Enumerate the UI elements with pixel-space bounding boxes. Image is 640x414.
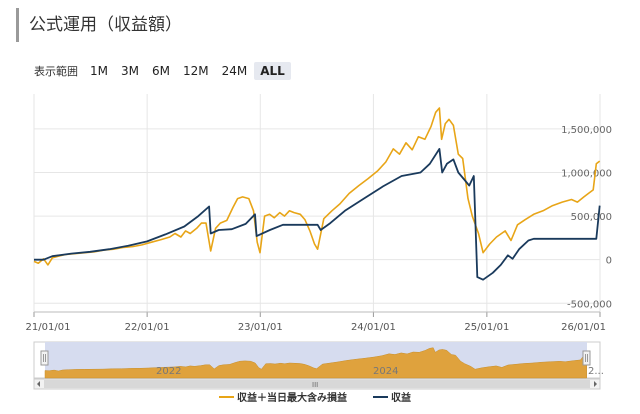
range-selector: 表示範囲 1M 3M 6M 12M 24M ALL [34, 61, 292, 81]
navigator-handle-left[interactable] [40, 350, 49, 366]
scrollbar-grip-icon: III [312, 381, 318, 389]
y-tick-label: 500,000 [571, 212, 612, 223]
scrollbar-thumb[interactable] [44, 380, 590, 388]
x-axis: 21/01/01 22/01/01 23/01/01 24/01/01 25/01/01… [26, 311, 606, 333]
x-tick-label: 25/01/01 [464, 322, 509, 333]
range-button-1m[interactable]: 1M [90, 64, 108, 78]
navigator-handle-right[interactable] [582, 350, 591, 366]
scroll-left-icon[interactable] [37, 381, 40, 387]
legend-item-series2[interactable]: 収益 [373, 391, 411, 404]
series-line-2[interactable] [34, 148, 601, 281]
range-button-3m[interactable]: 3M [121, 64, 139, 78]
x-tick-label: 22/01/01 [125, 322, 170, 333]
x-tick-label: 21/01/01 [26, 322, 71, 333]
y-tick-label: 0 [606, 256, 612, 267]
y-tick-label: 1,500,000 [561, 125, 612, 136]
legend-item-series1[interactable]: 収益＋当日最大含み損益 [219, 391, 347, 404]
range-button-all[interactable]: ALL [254, 62, 291, 80]
navigator-year-label: 2... [588, 366, 604, 377]
page-title: 公式運用（収益額） [29, 15, 182, 35]
legend: 収益＋当日最大含み損益 収益 [219, 391, 411, 404]
series-lines [33, 107, 601, 281]
navigator-area [44, 347, 587, 379]
legend-label: 収益 [391, 391, 411, 404]
navigator-year-label: 2024 [373, 366, 398, 377]
x-tick-label: 26/01/01 [561, 322, 606, 333]
grid-lines [33, 94, 601, 312]
plot-area [34, 94, 600, 312]
y-tick-label: 1,000,000 [561, 168, 612, 179]
range-button-12m[interactable]: 12M [183, 64, 209, 78]
scroll-right-icon[interactable] [594, 381, 597, 387]
range-selector-label: 表示範囲 [34, 65, 78, 78]
x-tick-label: 24/01/01 [351, 322, 396, 333]
range-button-24m[interactable]: 24M [221, 64, 248, 78]
y-axis: 1,500,000 1,000,000 500,000 0 -500,000 [561, 125, 612, 310]
series-line-1[interactable] [33, 107, 601, 266]
x-tick-label: 23/01/01 [238, 322, 283, 333]
legend-label: 収益＋当日最大含み損益 [237, 391, 347, 404]
title-section: 公式運用（収益額） [16, 8, 616, 42]
y-tick-label: -500,000 [567, 299, 612, 310]
navigator-year-label: 2022 [156, 366, 181, 377]
range-button-6m[interactable]: 6M [152, 64, 170, 78]
